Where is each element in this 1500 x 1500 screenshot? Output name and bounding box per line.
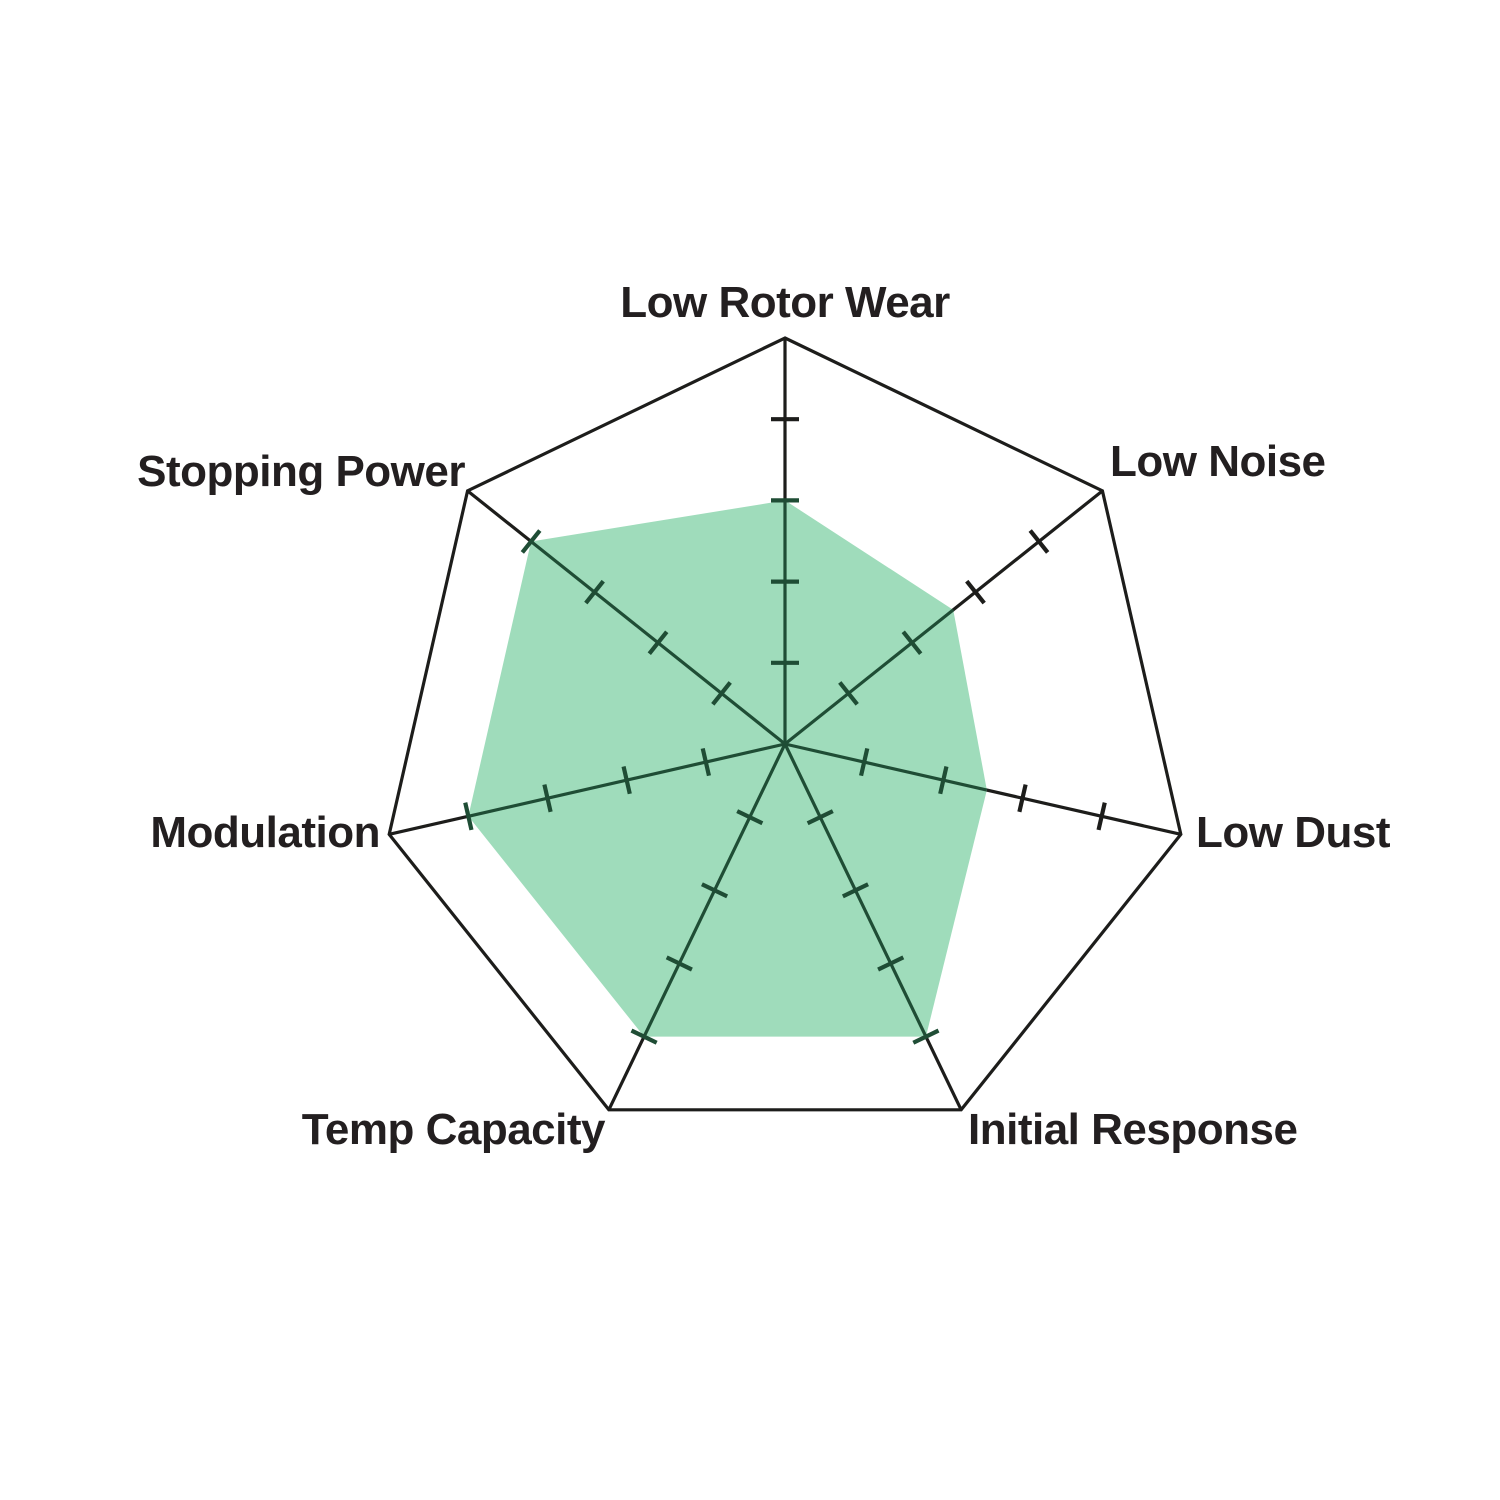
axis-label-low-noise: Low Noise <box>1110 437 1326 486</box>
radar-outer-polygon <box>387 336 1183 1112</box>
axis-label-modulation: Modulation <box>150 808 380 857</box>
axis-label-low-rotor-wear: Low Rotor Wear <box>620 278 950 327</box>
axis-label-temp-capacity: Temp Capacity <box>301 1105 606 1154</box>
radar-tick-marks <box>771 417 1107 831</box>
radar-series-area <box>468 500 987 1037</box>
axis-label-stopping-power: Stopping Power <box>137 447 465 496</box>
radar-tick-marks-inner <box>463 498 949 1045</box>
axis-label-initial-response: Initial Response <box>968 1105 1298 1154</box>
axis-label-low-dust: Low Dust <box>1196 808 1390 857</box>
